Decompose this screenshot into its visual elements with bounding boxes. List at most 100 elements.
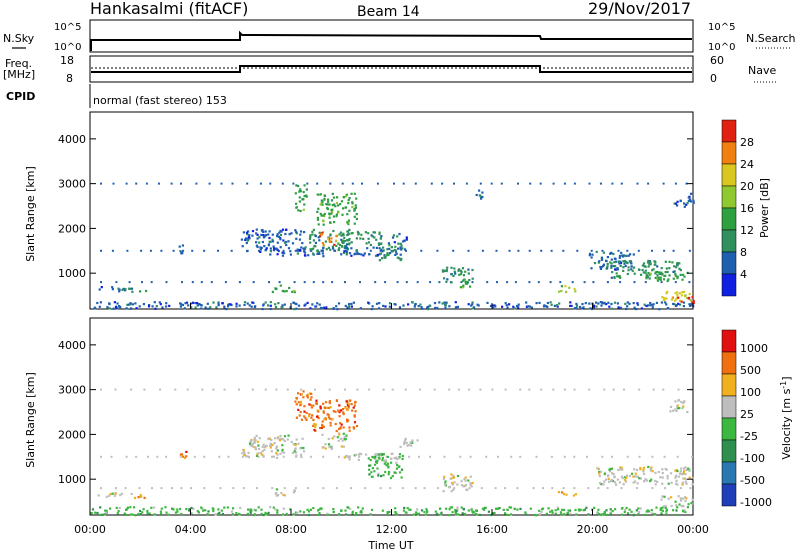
velocity-cell <box>328 417 331 420</box>
power-cell <box>333 249 336 252</box>
power-cell <box>330 237 333 240</box>
velocity-cell <box>153 513 156 516</box>
power-cell <box>622 269 625 272</box>
power-cell <box>327 200 330 203</box>
power-cell <box>663 299 666 302</box>
power-cell <box>321 200 324 203</box>
power-cell <box>289 253 292 256</box>
velocity-sparse-cell <box>159 388 162 391</box>
colorbar-swatch <box>721 395 737 419</box>
velocity-cell <box>567 509 570 512</box>
power-cell <box>295 202 298 205</box>
power-cell <box>302 198 305 201</box>
power-cell <box>113 301 116 304</box>
power-cell <box>301 242 304 245</box>
velocity-cell <box>538 509 541 512</box>
power-cell <box>690 192 693 195</box>
velocity-cell <box>204 509 207 512</box>
power-cell <box>512 305 515 308</box>
velocity-cell <box>574 508 577 512</box>
power-cell <box>342 251 345 254</box>
power-colorbar-tick: 4 <box>740 268 747 281</box>
velocity-cell <box>275 445 278 448</box>
power-cell <box>328 240 331 243</box>
velocity-cell <box>332 510 335 513</box>
velocity-cell <box>411 441 414 444</box>
power-sparse-cell <box>322 281 325 284</box>
power-cell <box>399 259 402 262</box>
velocity-cell <box>306 394 309 397</box>
power-cell <box>268 236 271 240</box>
power-sparse-cell <box>396 281 399 284</box>
velocity-cell <box>262 513 265 517</box>
velocity-cell <box>346 408 349 411</box>
velocity-cell <box>388 470 391 474</box>
power-cell <box>592 304 596 307</box>
velocity-cell <box>292 513 295 516</box>
velocity-cell <box>355 512 358 515</box>
freq-panel <box>89 55 694 83</box>
power-cell <box>575 304 579 307</box>
power-cell <box>322 214 325 217</box>
velocity-cell <box>249 511 252 514</box>
power-cell <box>619 261 623 265</box>
power-cell <box>605 259 608 262</box>
velocity-cell <box>327 513 330 516</box>
power-cell <box>399 253 402 256</box>
velocity-cell <box>373 470 376 473</box>
power-cell <box>322 306 326 309</box>
power-sparse-cell <box>149 249 152 252</box>
velocity-sparse-cell <box>275 388 278 391</box>
power-cell <box>355 197 358 200</box>
power-cell <box>185 301 189 304</box>
power-cell <box>276 233 279 236</box>
power-cell <box>255 232 258 235</box>
power-cell <box>649 263 652 266</box>
velocity-cell <box>385 464 388 467</box>
velocity-cell <box>682 497 685 500</box>
power-sparse-cell <box>626 249 629 252</box>
velocity-cell <box>350 403 353 406</box>
power-cell <box>616 268 619 271</box>
velocity-colorbar-tick: 100 <box>740 386 761 399</box>
velocity-cell <box>371 455 374 459</box>
velocity-cell <box>450 490 453 493</box>
power-cell <box>262 230 265 233</box>
velocity-sparse-cell <box>322 487 325 490</box>
power-cell <box>367 301 370 304</box>
power-cell <box>311 303 314 306</box>
power-cell <box>464 280 467 284</box>
power-cell <box>350 247 353 250</box>
velocity-cell <box>282 451 286 454</box>
velocity-cell <box>645 510 648 513</box>
velocity-cell <box>379 454 382 457</box>
power-cell <box>405 238 408 241</box>
power-cell <box>624 302 627 305</box>
power-cell <box>436 306 439 310</box>
velocity-cell <box>123 512 126 515</box>
power-cell <box>691 296 694 299</box>
power-cell <box>339 231 342 234</box>
velocity-cell <box>299 447 302 450</box>
power-cell <box>134 302 137 305</box>
velocity-cell <box>620 475 624 478</box>
velocity-sparse-cell <box>138 487 141 490</box>
velocity-sparse-cell <box>597 487 600 490</box>
velocity-cell <box>471 510 474 513</box>
colorbar-swatch <box>721 251 737 275</box>
power-cell <box>272 249 275 252</box>
velocity-cell <box>598 470 601 473</box>
colorbar-swatch <box>721 373 737 397</box>
velocity-cell <box>684 510 687 514</box>
power-cell <box>299 190 302 193</box>
power-cell <box>618 275 621 278</box>
power-cell <box>661 296 664 299</box>
velocity-cell <box>295 416 298 419</box>
power-cell <box>260 233 263 236</box>
velocity-cell <box>462 507 465 511</box>
power-cell <box>602 251 605 254</box>
power-sparse-cell <box>376 182 379 185</box>
power-cell <box>381 257 384 260</box>
power-cell <box>314 235 317 238</box>
